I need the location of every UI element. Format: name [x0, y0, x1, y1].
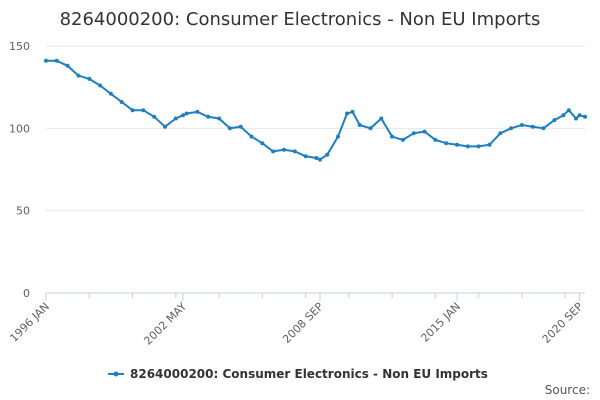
data-point — [318, 157, 322, 162]
legend-label: 8264000200: Consumer Electronics - Non E… — [130, 367, 488, 381]
data-point — [141, 108, 146, 113]
x-tick-label: 2002 MAY — [141, 300, 189, 348]
data-point — [336, 134, 340, 139]
data-point — [350, 109, 355, 114]
x-tick-label: 2008 SEP — [280, 300, 326, 346]
data-point — [357, 123, 362, 127]
data-point — [552, 118, 557, 123]
data-point — [292, 149, 297, 154]
y-axis: 0 50 100 150 — [9, 40, 30, 300]
data-point — [390, 134, 395, 139]
legend-marker — [113, 371, 119, 377]
data-point — [303, 154, 308, 159]
y-tick-label: 100 — [9, 122, 30, 135]
y-tick-label: 50 — [16, 205, 30, 218]
data-point — [541, 126, 546, 131]
x-axis: 1996 JAN 2002 MAY 2008 SEP 2015 JAN 2020 SEP — [7, 292, 586, 348]
data-point — [314, 156, 319, 160]
data-point — [130, 108, 135, 113]
data-point — [368, 126, 373, 131]
series-line — [46, 59, 586, 161]
data-point — [44, 58, 48, 63]
data-point — [119, 100, 124, 104]
x-tick-label: 1996 JAN — [7, 300, 52, 345]
data-point — [411, 131, 416, 136]
data-point — [561, 113, 566, 118]
data-point — [566, 108, 571, 113]
data-point — [379, 116, 384, 121]
data-point — [583, 114, 587, 119]
data-point — [181, 113, 185, 118]
data-point — [76, 73, 81, 78]
data-point — [577, 113, 582, 118]
data-point — [163, 124, 167, 129]
series-group — [44, 58, 587, 162]
data-point — [152, 114, 157, 119]
source-label: Source: — [545, 383, 590, 397]
data-point — [465, 144, 470, 149]
data-point — [487, 142, 492, 147]
data-point — [530, 124, 535, 129]
data-point — [195, 109, 200, 114]
data-point — [422, 129, 427, 134]
data-point — [271, 149, 276, 154]
data-point — [455, 142, 459, 147]
data-point — [282, 147, 286, 152]
x-tick-label: 2015 JAN — [418, 300, 463, 345]
data-point — [519, 123, 524, 127]
data-point — [260, 141, 265, 146]
data-point — [400, 137, 405, 142]
data-point — [87, 76, 92, 81]
data-point — [444, 141, 449, 146]
data-point — [325, 152, 330, 157]
data-point — [184, 111, 189, 116]
data-point — [238, 124, 243, 129]
data-point — [54, 58, 59, 63]
data-point — [249, 134, 254, 139]
y-tick-label: 150 — [9, 40, 30, 53]
data-point — [173, 116, 178, 121]
data-point — [217, 116, 222, 121]
x-tick-label: 2020 SEP — [540, 300, 586, 346]
grid — [46, 45, 585, 212]
data-point — [509, 126, 514, 131]
data-point — [433, 137, 438, 142]
legend[interactable]: 8264000200: Consumer Electronics - Non E… — [108, 367, 488, 381]
data-point — [498, 131, 503, 136]
data-point — [476, 144, 481, 149]
data-point — [65, 63, 70, 68]
y-tick-label: 0 — [23, 287, 30, 300]
data-point — [574, 116, 578, 121]
data-point — [108, 91, 113, 96]
data-point — [206, 114, 211, 119]
chart-title: 8264000200: Consumer Electronics - Non E… — [60, 9, 541, 30]
data-point — [345, 111, 349, 116]
data-point — [98, 83, 103, 88]
data-point — [227, 126, 232, 131]
